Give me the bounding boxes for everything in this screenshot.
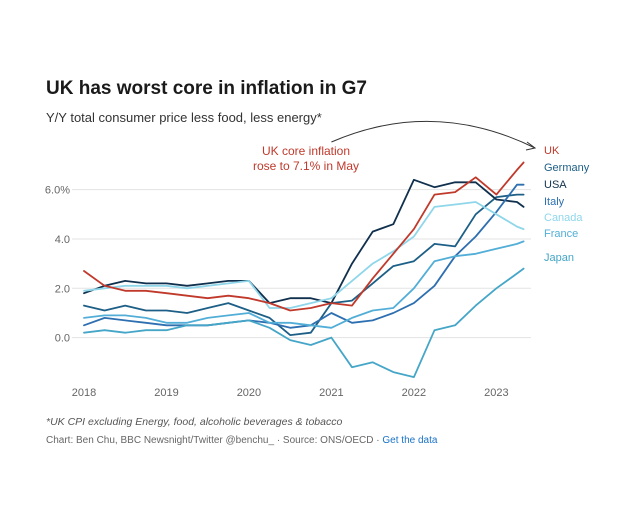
series-label-canada: Canada — [544, 212, 583, 224]
annotation-arrow — [331, 120, 536, 149]
annotation-arrowhead — [525, 141, 537, 151]
x-tick-label: 2019 — [154, 387, 178, 399]
x-tick-label: 2018 — [72, 387, 96, 399]
series-label-france: France — [544, 228, 578, 240]
series-line-japan — [83, 267, 525, 379]
series-label-italy: Italy — [544, 196, 565, 208]
annotation-text: rose to 7.1% in May — [253, 159, 359, 173]
series-line-usa — [83, 178, 525, 305]
series-line-canada — [83, 201, 525, 309]
y-axis: 0.0 2.0 4.0 6.0% — [45, 185, 70, 345]
x-tick-label: 2021 — [319, 387, 343, 399]
chart-title: UK has worst core in inflation in G7 — [46, 78, 367, 99]
x-tick-label: 2022 — [402, 387, 426, 399]
legend-labels: UK Germany USA Italy Canada France Japan — [544, 145, 590, 264]
annotation-text: UK core inflation — [262, 144, 350, 158]
x-tick-label: 2023 — [484, 387, 508, 399]
y-tick-label: 2.0 — [55, 283, 70, 295]
chart-subtitle: Y/Y total consumer price less food, less… — [46, 110, 322, 125]
series-label-usa: USA — [544, 179, 567, 191]
y-tick-label: 6.0% — [45, 185, 70, 197]
x-tick-label: 2020 — [237, 387, 261, 399]
grid-lines — [72, 189, 531, 339]
x-axis: 2018 2019 2020 2021 2022 2023 — [72, 387, 509, 399]
series-line-france — [83, 240, 525, 329]
get-data-link[interactable]: Get the data — [382, 435, 438, 446]
series-label-germany: Germany — [544, 162, 590, 174]
series-line-uk — [83, 161, 525, 312]
footnote: *UK CPI excluding Energy, food, alcoholi… — [46, 416, 343, 428]
y-tick-label: 0.0 — [55, 333, 70, 345]
credit-line: Chart: Ben Chu, BBC Newsnight/Twitter @b… — [46, 435, 437, 446]
series-line-germany — [83, 193, 525, 337]
series-lines — [83, 161, 525, 379]
y-tick-label: 4.0 — [55, 234, 70, 246]
series-label-uk: UK — [544, 145, 560, 157]
series-label-japan: Japan — [544, 252, 574, 264]
credit-text: Chart: Ben Chu, BBC Newsnight/Twitter @b… — [46, 435, 383, 446]
